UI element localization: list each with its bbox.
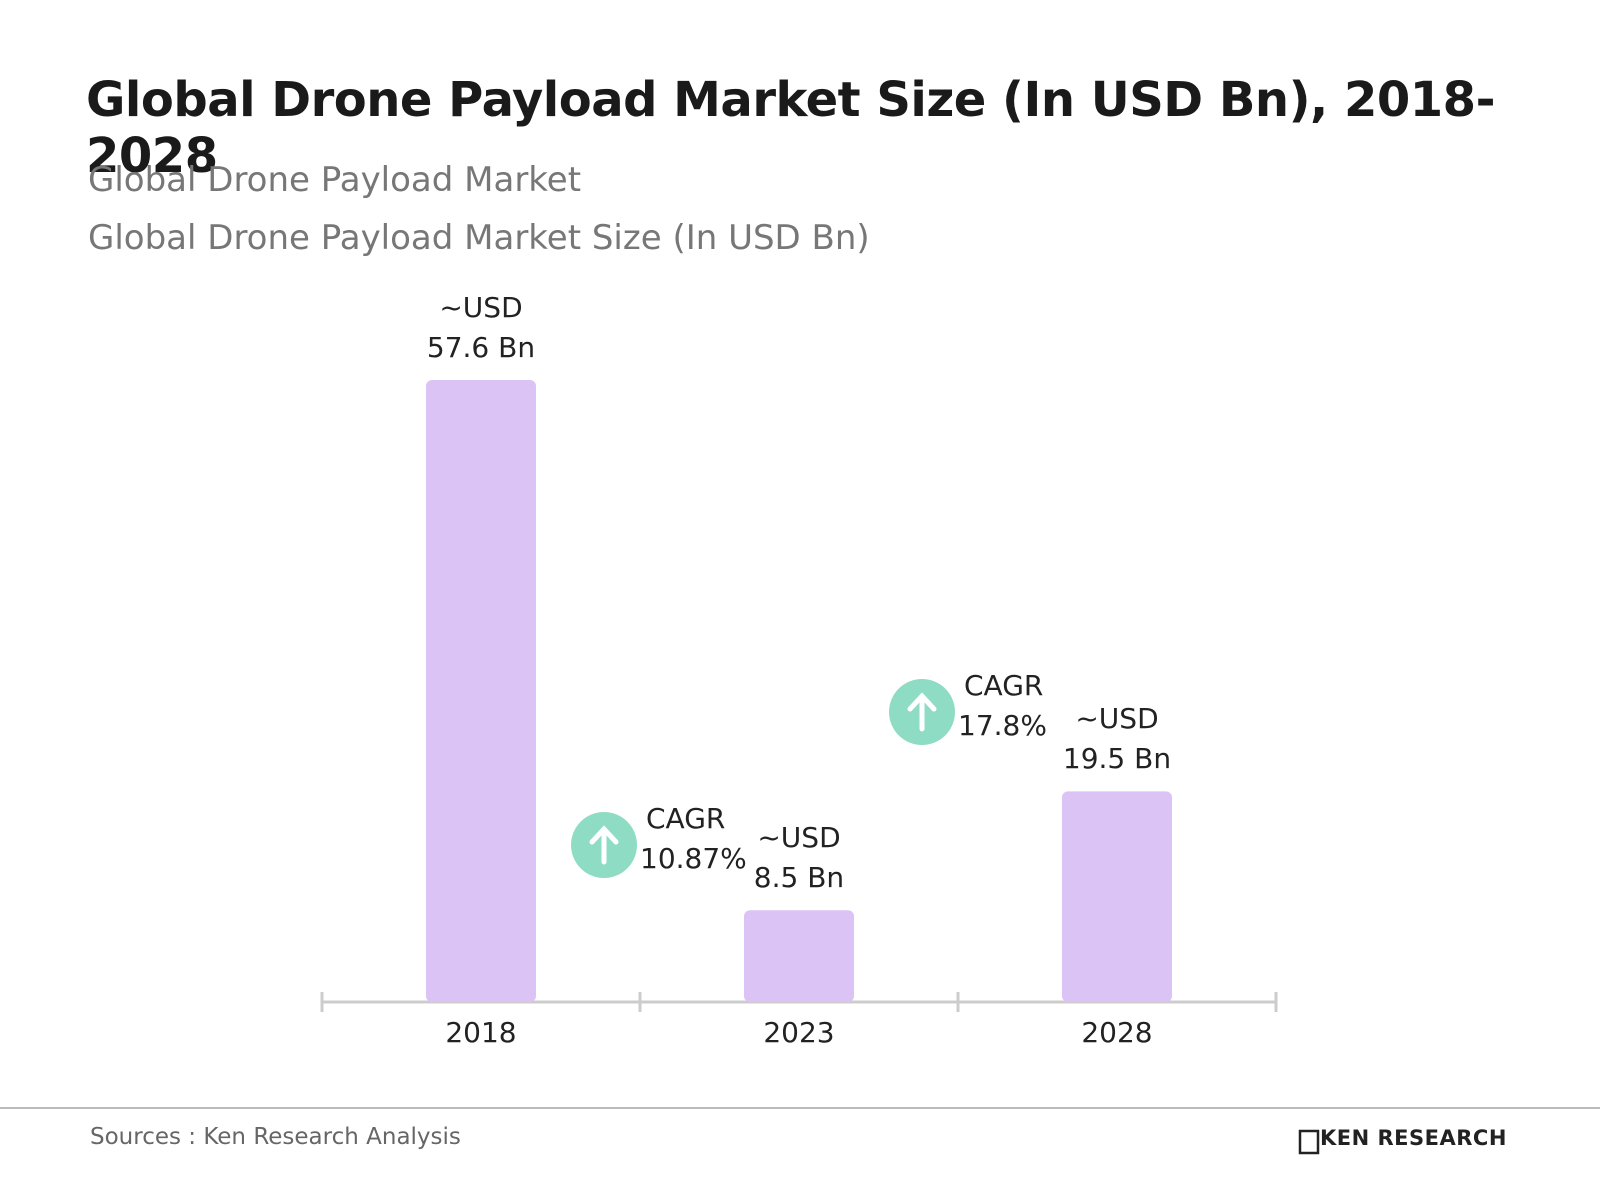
annotation-value: 10.87% bbox=[640, 842, 747, 875]
annotation-value: 17.8% bbox=[958, 709, 1047, 742]
bar bbox=[426, 380, 536, 1002]
annotation-label: CAGR bbox=[646, 802, 726, 835]
source: Sources : Ken Research Analysis bbox=[90, 1124, 461, 1150]
bar bbox=[1062, 791, 1172, 1002]
x-tick-label: 2018 bbox=[445, 1016, 517, 1049]
x-tick-label: 2023 bbox=[763, 1016, 835, 1049]
chart-title: Global Drone Payload Market Size (In USD… bbox=[86, 72, 1496, 184]
bar bbox=[744, 910, 854, 1002]
cagr-arrow bbox=[907, 692, 937, 732]
logo-text: KEN RESEARCH bbox=[1320, 1126, 1507, 1150]
subtitle: Global Drone Payload Market Size (In USD… bbox=[88, 218, 870, 258]
data-label: ~USD 57.6 Bn bbox=[426, 291, 536, 364]
x-tick-label: 2028 bbox=[1081, 1016, 1153, 1049]
logo-icon bbox=[1298, 1129, 1320, 1155]
data-label: ~USD 19.5 Bn bbox=[1062, 702, 1172, 776]
subtitle: Global Drone Payload Market bbox=[88, 160, 582, 200]
annotation-label: CAGR bbox=[964, 669, 1044, 702]
cagr-arrow bbox=[589, 825, 619, 865]
data-label: ~USD 8.5 Bn bbox=[753, 821, 845, 895]
